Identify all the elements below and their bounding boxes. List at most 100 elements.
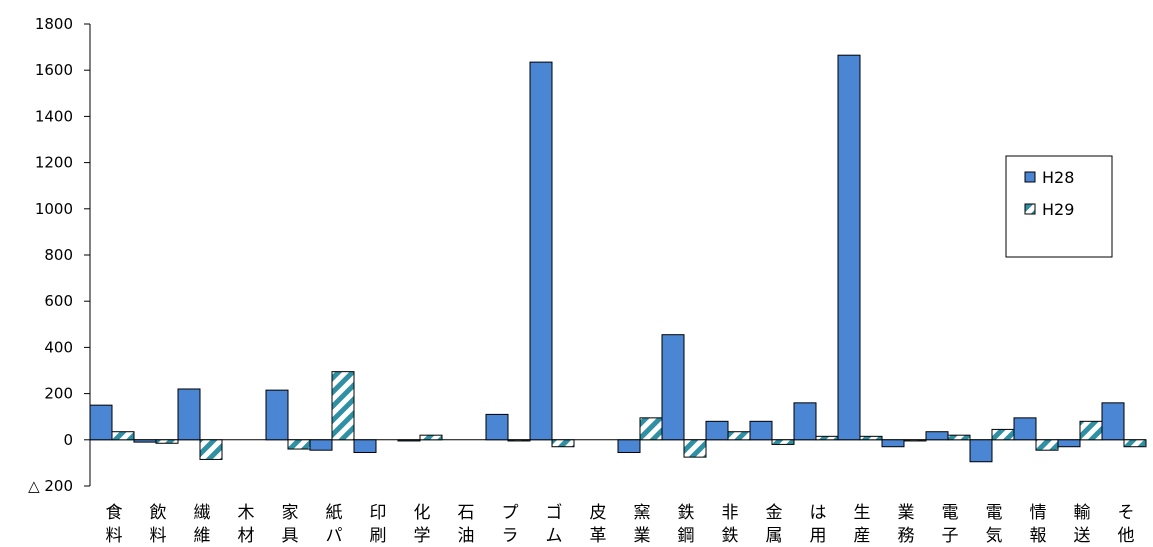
bar-h28 [89, 404, 113, 441]
bar-h29 [683, 439, 707, 458]
bar-h28 [1101, 402, 1125, 441]
bar-h29 [507, 439, 531, 442]
bar-h28 [881, 439, 905, 448]
bar-h29 [991, 428, 1015, 441]
category-label-bottom: 刷 [370, 526, 387, 546]
category-label-top: 木 [238, 503, 255, 523]
category-label-top: 食 [106, 503, 123, 523]
bar-h29 [419, 434, 443, 441]
legend-swatch-h29 [1024, 203, 1036, 215]
bar-h29 [1123, 439, 1147, 448]
category-label-bottom: 属 [766, 526, 783, 546]
bar-h28 [353, 439, 377, 454]
category-label-bottom: 務 [898, 526, 915, 546]
y-tick-label: 800 [44, 246, 73, 264]
bar-h28 [969, 439, 993, 463]
legend-swatch-h28 [1024, 171, 1036, 183]
y-axis: 1800 1600 1400 1200 1000 800 600 400 200 0 △ 200 [28, 15, 1146, 495]
y-tick-label: 1600 [35, 61, 73, 79]
category-label-bottom: 学 [414, 526, 431, 546]
bar-h29 [859, 435, 883, 441]
category-label-top: 紙 [326, 503, 343, 523]
category-label-bottom: 鉄 [722, 526, 739, 546]
category-label-top: 窯 [634, 503, 651, 523]
category-label-top: 化 [414, 503, 431, 523]
bar-h28 [133, 439, 157, 443]
y-tick-label: 1400 [35, 107, 73, 125]
bar-h29 [903, 439, 927, 442]
bar-h29 [331, 371, 355, 441]
bar-h28 [1057, 439, 1081, 448]
category-label-top: 情 [1030, 503, 1047, 523]
bars [89, 54, 1147, 463]
category-label-top: 輸 [1074, 503, 1091, 523]
bar-h29 [551, 439, 575, 448]
bar-h28 [177, 388, 201, 441]
category-label-bottom: 報 [1030, 526, 1047, 546]
bar-h28 [705, 420, 729, 441]
category-label-top: 鉄 [678, 503, 695, 523]
legend-box [1005, 155, 1113, 258]
bar-h28 [793, 402, 817, 441]
category-label-bottom: パ [326, 526, 343, 546]
legend-label-h29: H29 [1042, 200, 1074, 219]
category-label-bottom: 業 [634, 526, 651, 546]
bar-h28 [309, 439, 333, 451]
bar-h29 [287, 439, 311, 450]
bar-h28 [1013, 417, 1037, 441]
category-label-top: ゴ [546, 502, 563, 523]
bar-h28 [485, 413, 509, 441]
category-label-top: 電 [986, 503, 1003, 523]
bar-h28 [925, 431, 949, 441]
category-label-top: 家 [282, 503, 299, 523]
category-label-top: そ [1118, 503, 1135, 523]
bar-h29 [815, 435, 839, 441]
category-label-top: は [810, 503, 827, 523]
bar-h28 [397, 439, 421, 442]
category-label-bottom: 産 [854, 526, 871, 546]
bar-h29 [111, 431, 135, 441]
bar-h28 [265, 389, 289, 441]
bar-h28 [617, 439, 641, 454]
y-tick-label: 1200 [35, 154, 73, 172]
bar-h29 [947, 434, 971, 441]
category-label-bottom: 鋼 [678, 526, 695, 546]
bar-h29 [771, 439, 795, 445]
y-tick-label: 1000 [35, 200, 73, 218]
category-label-bottom: 具 [282, 526, 299, 546]
category-label-top: 業 [898, 503, 915, 523]
y-tick-label-negative: △ 200 [28, 477, 73, 495]
category-label-top: 金 [766, 503, 783, 523]
bar-h29 [155, 439, 179, 444]
category-label-top: 非 [722, 503, 739, 523]
y-tick-label: 400 [44, 338, 73, 356]
y-tick-label: 0 [63, 431, 73, 449]
category-label-top: プ [502, 503, 519, 523]
bar-h29 [727, 431, 751, 441]
bar-h28 [661, 334, 685, 441]
legend: H28 H29 [1005, 155, 1113, 258]
category-label-bottom: 他 [1118, 526, 1135, 546]
category-label-top: 電 [942, 503, 959, 523]
category-label-bottom: ラ [502, 526, 519, 546]
category-label-bottom: 料 [150, 526, 167, 546]
bar-h29 [1035, 439, 1059, 451]
bar-h28 [837, 54, 861, 441]
bar-h29 [639, 417, 663, 441]
category-label-bottom: 子 [942, 526, 959, 546]
category-label-top: 飲 [150, 503, 167, 523]
category-label-bottom: 料 [106, 526, 123, 546]
category-label-bottom: 用 [810, 526, 827, 546]
category-label-top: 印 [370, 503, 387, 523]
bar-h28 [749, 420, 773, 441]
legend-label-h28: H28 [1042, 168, 1074, 187]
category-label-bottom: ム [546, 526, 563, 546]
bar-h29 [199, 439, 223, 460]
y-tick-label: 1800 [35, 15, 73, 33]
bar-h29 [1079, 420, 1103, 441]
category-label-top: 皮 [590, 503, 607, 523]
y-tick-label: 200 [44, 385, 73, 403]
category-label-bottom: 革 [590, 526, 607, 546]
category-label-bottom: 維 [194, 526, 211, 546]
